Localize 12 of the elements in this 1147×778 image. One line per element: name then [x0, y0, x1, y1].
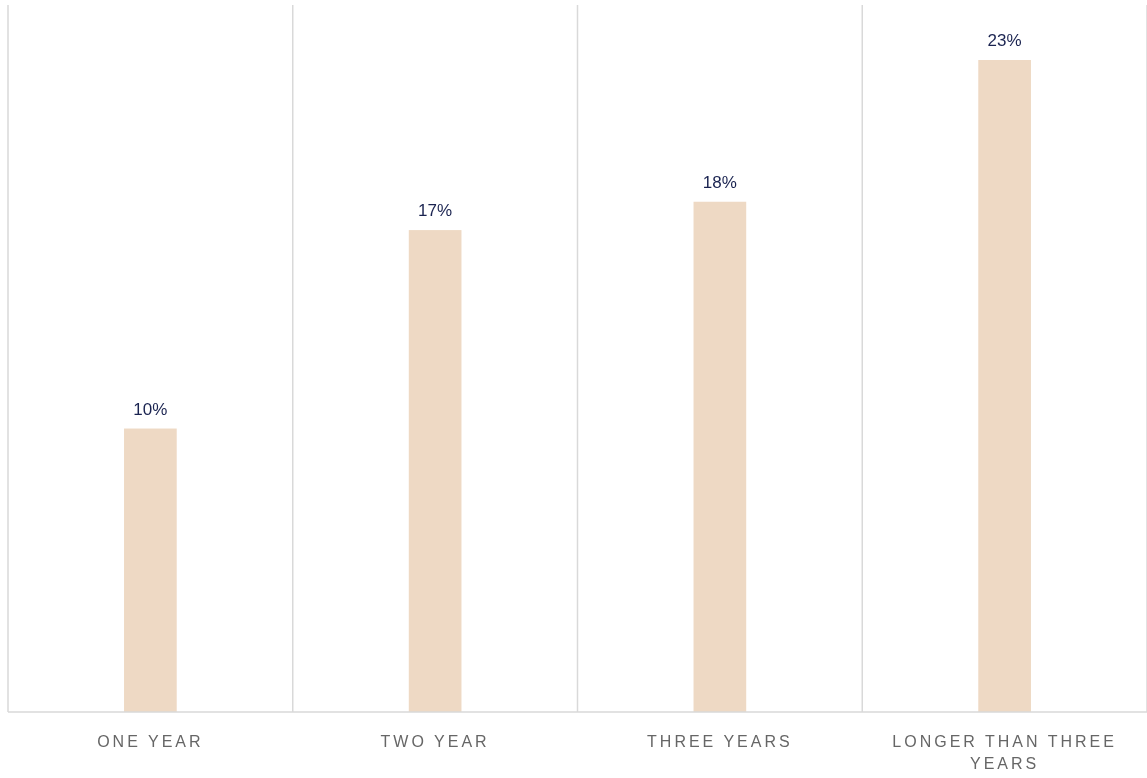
x-tick-label: ONE YEAR [97, 733, 204, 750]
data-label: 17% [418, 201, 453, 221]
bar [124, 428, 177, 712]
x-tick-label: LONGER THAN THREE YEARS [892, 733, 1117, 772]
data-label: 18% [702, 172, 737, 192]
x-tick-label: THREE YEARS [647, 733, 793, 750]
bar [693, 201, 747, 712]
data-label: 23% [987, 31, 1022, 50]
bar [408, 230, 462, 712]
data-label: 10% [133, 399, 168, 419]
bar [978, 60, 1031, 712]
x-tick-label: TWO YEAR [380, 733, 490, 750]
